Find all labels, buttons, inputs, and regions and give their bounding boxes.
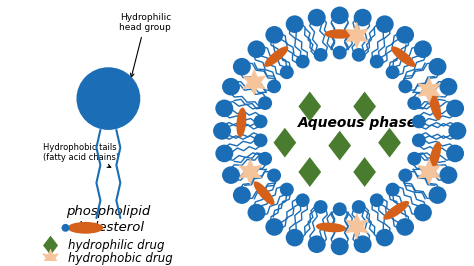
Ellipse shape [324,29,355,39]
Ellipse shape [264,46,288,67]
Polygon shape [273,128,296,157]
Circle shape [376,229,394,246]
Circle shape [308,9,326,26]
Circle shape [428,186,447,204]
Polygon shape [378,128,401,157]
Circle shape [414,40,432,58]
Circle shape [386,65,400,79]
Text: phospholipid: phospholipid [66,205,151,218]
Circle shape [76,67,140,130]
Circle shape [407,152,421,165]
Polygon shape [43,236,58,255]
Circle shape [407,96,421,110]
Circle shape [254,115,267,128]
Circle shape [286,15,304,33]
Circle shape [267,169,281,182]
Circle shape [446,145,464,162]
Polygon shape [299,92,321,121]
Polygon shape [346,214,368,239]
Circle shape [370,193,384,207]
Circle shape [265,26,283,44]
Circle shape [258,96,272,110]
Text: Hydrophobic tails
(fatty acid chains): Hydrophobic tails (fatty acid chains) [43,143,118,167]
Circle shape [333,202,346,216]
Ellipse shape [391,46,415,67]
Polygon shape [418,159,440,185]
Circle shape [314,200,328,214]
Circle shape [267,80,281,93]
Ellipse shape [429,91,441,120]
Ellipse shape [429,142,441,171]
Ellipse shape [67,222,103,234]
Ellipse shape [316,223,346,232]
Text: hydrophilic drug: hydrophilic drug [69,239,165,252]
Circle shape [296,55,310,68]
Circle shape [352,200,366,214]
Circle shape [213,122,231,140]
Polygon shape [239,159,262,185]
Circle shape [412,115,426,128]
Circle shape [376,15,394,33]
Circle shape [280,183,294,196]
Circle shape [308,235,326,253]
Polygon shape [243,70,265,95]
Circle shape [448,122,466,140]
Circle shape [280,65,294,79]
Circle shape [62,224,70,232]
Circle shape [398,80,412,93]
Polygon shape [353,92,376,121]
Polygon shape [299,157,321,187]
Circle shape [396,26,414,44]
Circle shape [254,134,267,147]
Polygon shape [353,157,376,187]
Circle shape [296,193,310,207]
Text: hydrophobic drug: hydrophobic drug [69,252,173,265]
Ellipse shape [383,201,409,220]
Circle shape [314,48,328,62]
Circle shape [412,134,426,147]
Circle shape [396,218,414,236]
Circle shape [439,78,457,95]
Polygon shape [43,249,58,266]
Text: Aqueous phase: Aqueous phase [298,116,417,130]
Polygon shape [328,131,351,160]
Circle shape [354,9,372,26]
Circle shape [215,99,233,117]
Circle shape [247,40,265,58]
Circle shape [439,166,457,184]
Circle shape [352,48,366,62]
Circle shape [386,183,400,196]
Circle shape [354,235,372,253]
Ellipse shape [237,107,246,137]
Circle shape [428,58,447,76]
Circle shape [370,55,384,68]
Circle shape [331,7,349,24]
Circle shape [222,78,240,95]
Circle shape [233,58,251,76]
Circle shape [446,99,464,117]
Circle shape [331,238,349,255]
Circle shape [265,218,283,236]
Text: Hydrophilic
head group: Hydrophilic head group [119,13,171,77]
Polygon shape [346,23,368,48]
Text: cholesterol: cholesterol [72,221,145,234]
Polygon shape [418,77,440,103]
Circle shape [247,204,265,221]
Circle shape [222,166,240,184]
Ellipse shape [254,181,274,205]
Circle shape [333,46,346,59]
Circle shape [215,145,233,162]
Circle shape [398,169,412,182]
Circle shape [286,229,304,246]
Circle shape [414,204,432,221]
Circle shape [233,186,251,204]
Circle shape [258,152,272,165]
